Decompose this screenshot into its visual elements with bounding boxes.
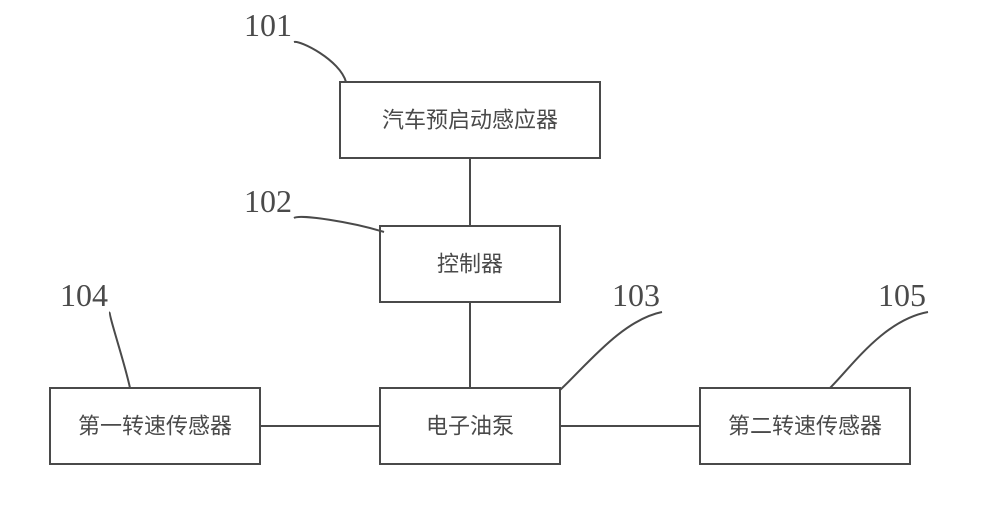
node-n101: 汽车预启动感应器 xyxy=(340,82,600,158)
node-label: 控制器 xyxy=(437,252,503,277)
node-n105: 第二转速传感器 xyxy=(700,388,910,464)
ref-number: 103 xyxy=(612,277,660,313)
node-label: 电子油泵 xyxy=(426,414,514,439)
ref-number: 105 xyxy=(878,277,926,313)
node-label: 第一转速传感器 xyxy=(78,414,232,439)
ref-number: 101 xyxy=(244,7,292,43)
node-label: 汽车预启动感应器 xyxy=(382,108,558,133)
ref-number: 104 xyxy=(60,277,108,313)
node-n104: 第一转速传感器 xyxy=(50,388,260,464)
node-n102: 控制器 xyxy=(380,226,560,302)
node-n103: 电子油泵 xyxy=(380,388,560,464)
node-label: 第二转速传感器 xyxy=(728,414,882,439)
ref-number: 102 xyxy=(244,183,292,219)
flowchart-canvas: 汽车预启动感应器控制器电子油泵 第一转速传感器 第二转速传感器 101 102 104 10… xyxy=(0,0,1000,520)
